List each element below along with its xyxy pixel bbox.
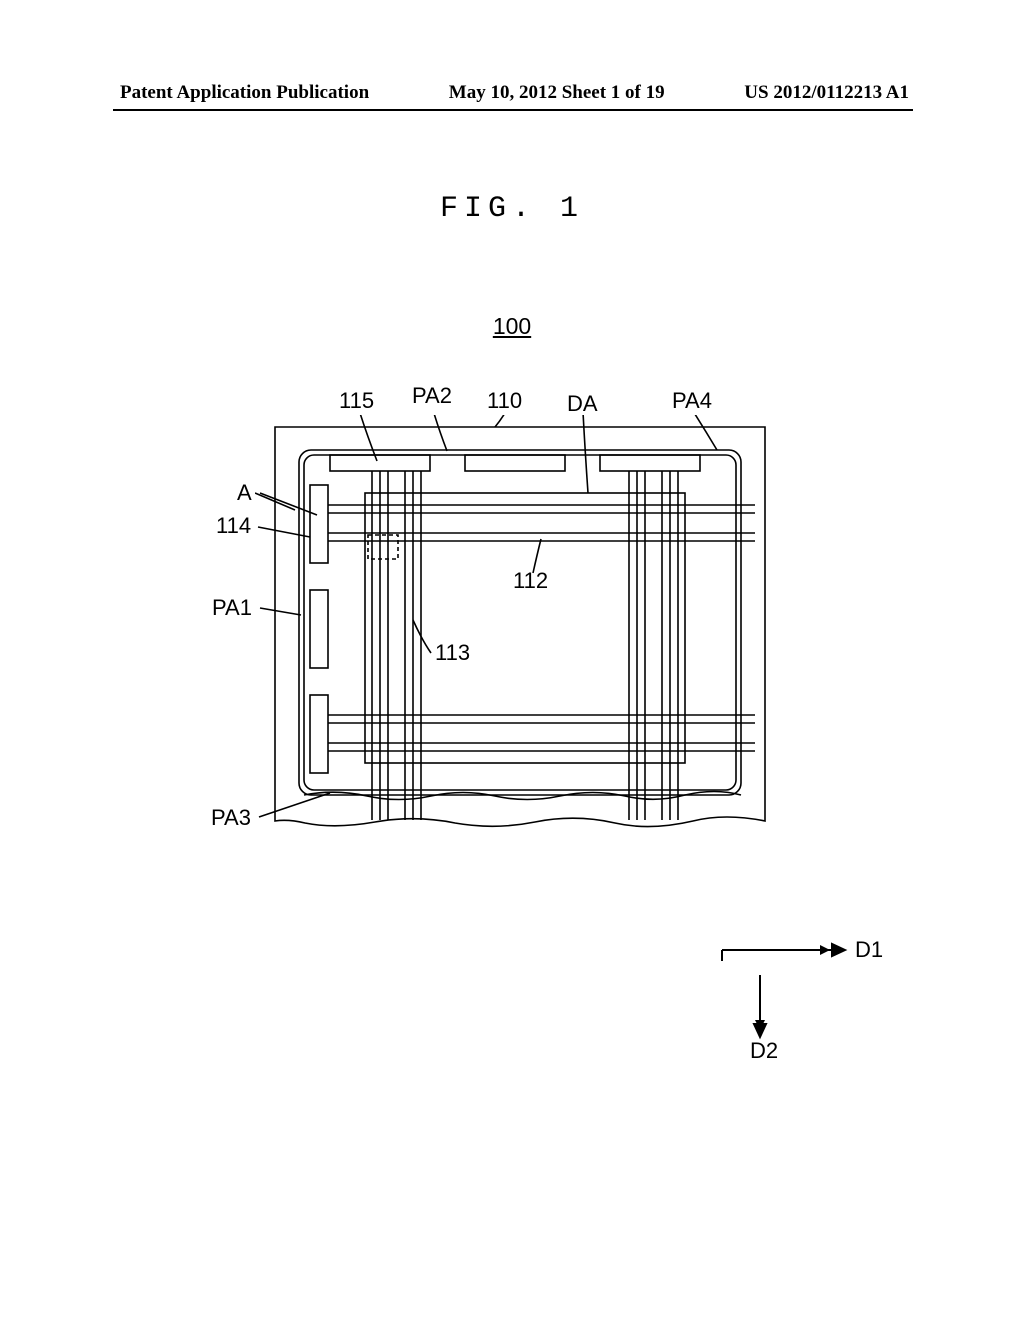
figure-title: FIG. 1 (0, 192, 1024, 226)
direction-axes (700, 935, 870, 1085)
label-PA3: PA3 (211, 805, 251, 831)
label-115: 115 (339, 388, 374, 414)
header-pubnumber: US 2012/0112213 A1 (744, 82, 909, 104)
header-publication: Patent Application Publication (120, 82, 369, 104)
patent-diagram (255, 415, 785, 870)
header-rule (113, 109, 913, 111)
figure-reference: 100 (0, 313, 1024, 340)
header-date-sheet: May 10, 2012 Sheet 1 of 19 (449, 82, 665, 104)
label-A: A (237, 480, 252, 506)
label-PA1: PA1 (212, 595, 252, 621)
label-DA: DA (567, 391, 598, 417)
label-PA2: PA2 (412, 383, 452, 409)
label-PA4: PA4 (672, 388, 712, 414)
label-114: 114 (216, 513, 251, 539)
page-header: Patent Application Publication May 10, 2… (0, 82, 1024, 104)
label-110: 110 (487, 388, 522, 414)
